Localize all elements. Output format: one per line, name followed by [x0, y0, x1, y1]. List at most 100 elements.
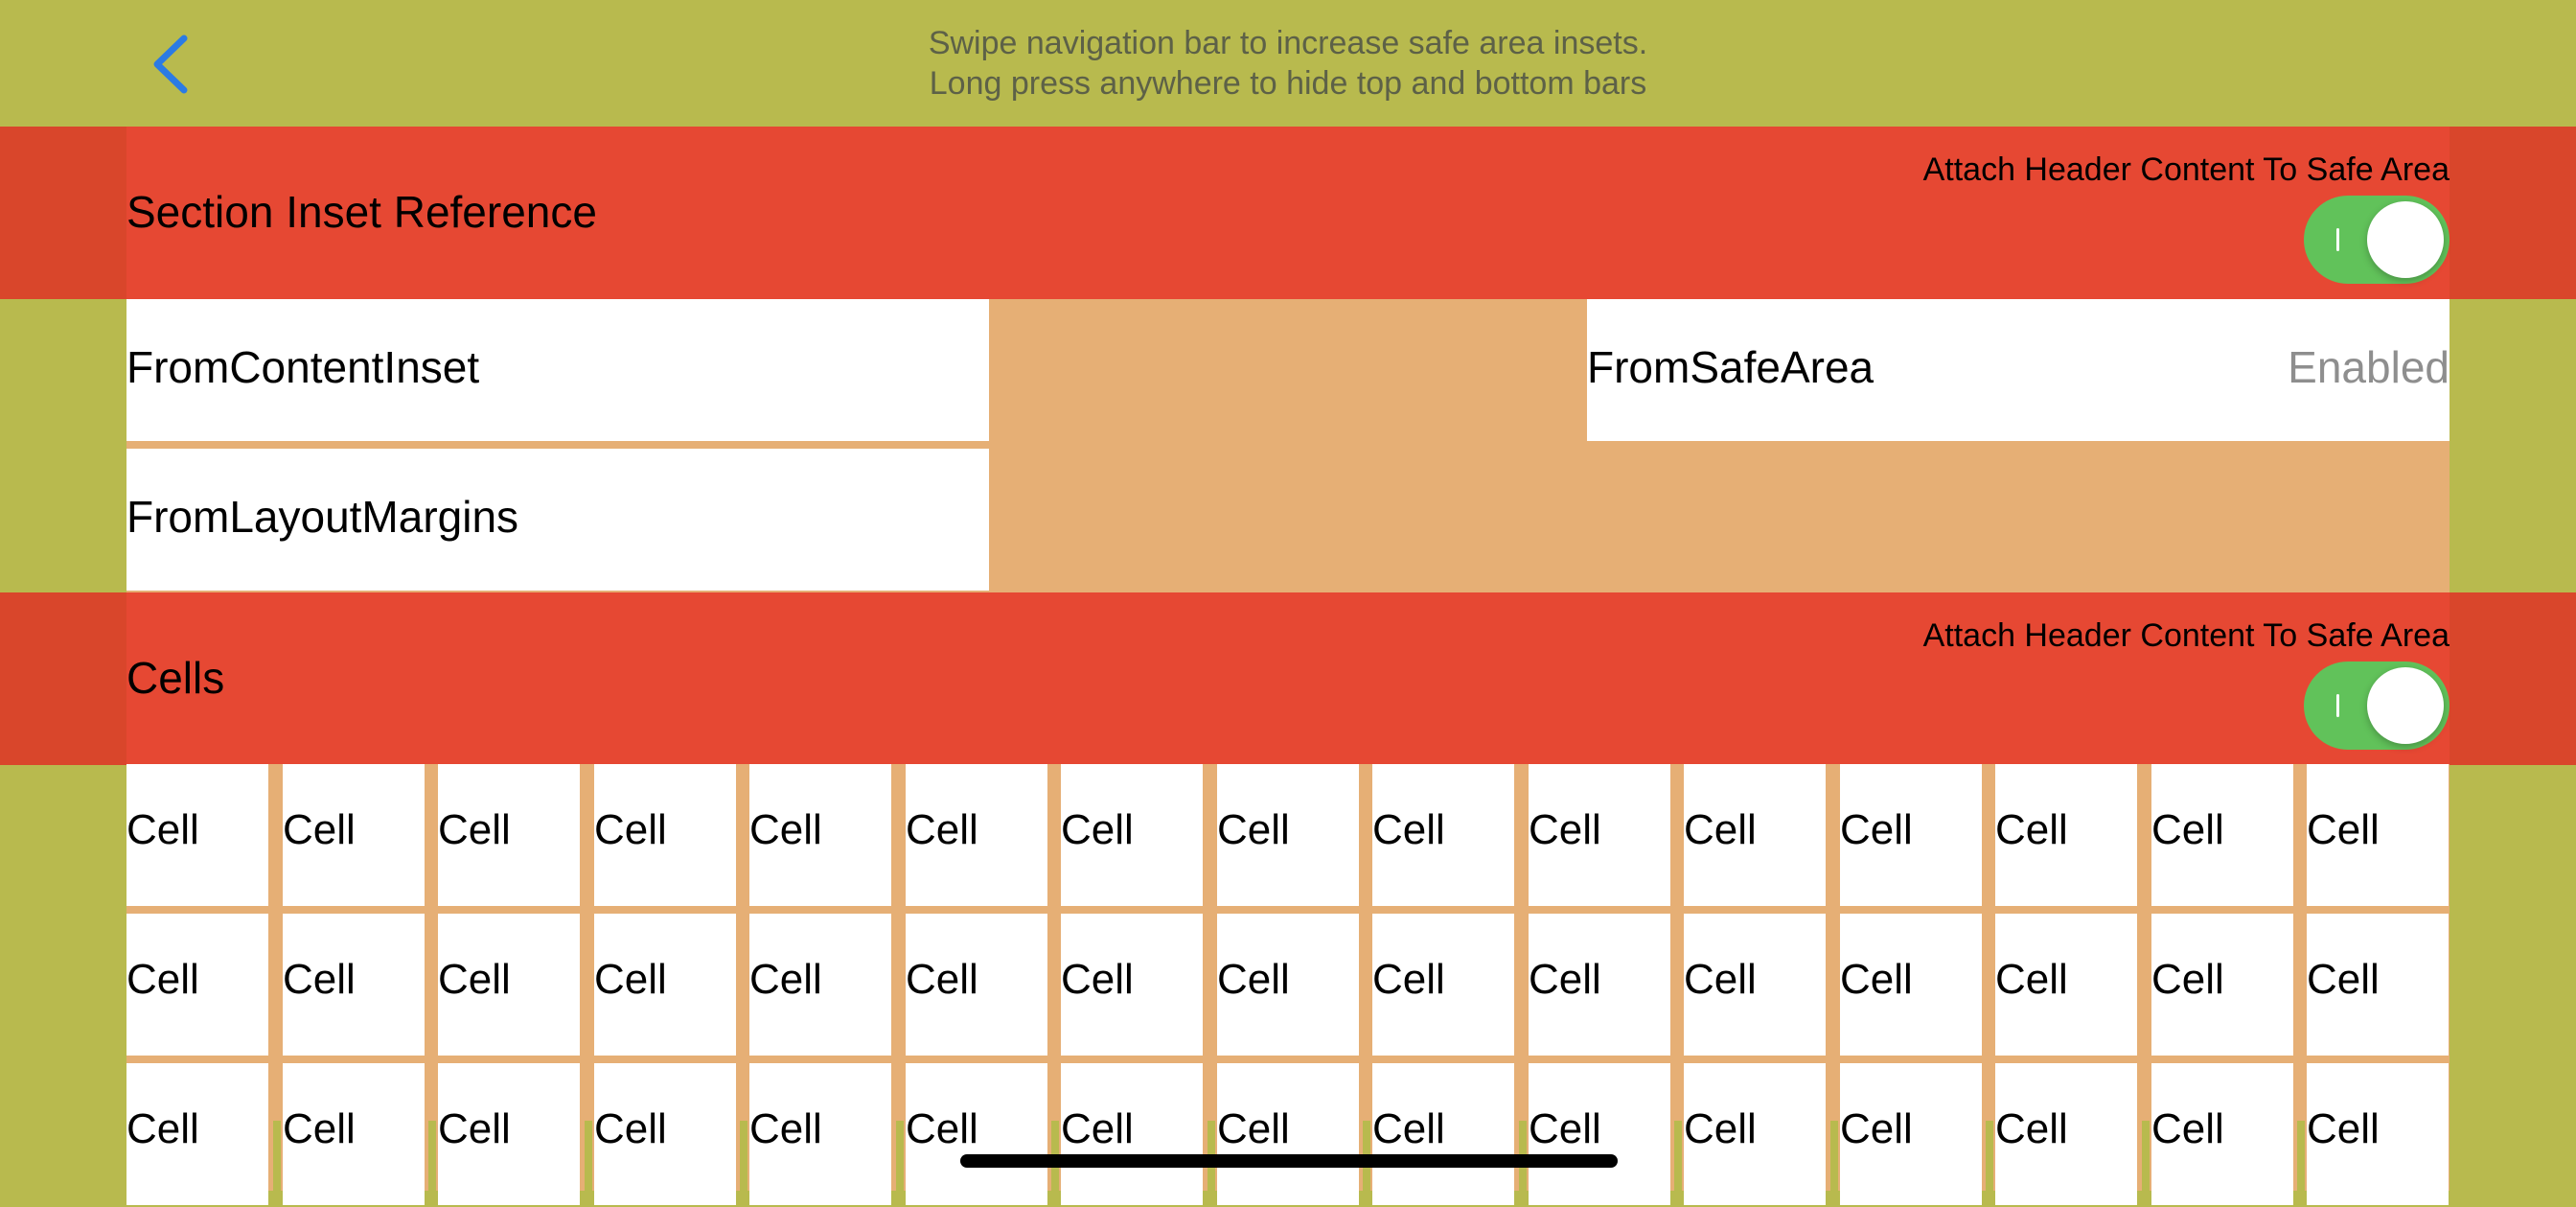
grid-cell[interactable]: Cell	[126, 914, 268, 1056]
grid-cell[interactable]: Cell	[749, 1063, 891, 1205]
grid-cell[interactable]: Cell	[1684, 764, 1826, 906]
cell-label: Cell	[749, 806, 822, 853]
cell-label: Cell	[1684, 956, 1757, 1003]
section-header-inset-reference: Section Inset Reference Attach Header Co…	[0, 127, 2576, 299]
cell-label: Cell	[1372, 956, 1445, 1003]
grid-cell[interactable]: Cell	[1840, 764, 1982, 906]
cell-label: Cell	[1840, 1105, 1913, 1152]
cell-label: Cell	[126, 806, 199, 853]
grid-cell[interactable]: Cell	[1217, 764, 1359, 906]
grid-cell[interactable]: Cell	[1529, 1063, 1670, 1205]
grid-cell[interactable]: Cell	[2151, 914, 2293, 1056]
cell-label: Cell	[1840, 806, 1913, 853]
grid-cell[interactable]: Cell	[1061, 914, 1203, 1056]
grid-cell[interactable]: Cell	[2151, 1063, 2293, 1205]
cell-gap	[1830, 1121, 1838, 1207]
grid-cell[interactable]: Cell	[1217, 914, 1359, 1056]
grid-cell[interactable]: Cell	[1995, 764, 2137, 906]
cell-label: Cell	[438, 1105, 511, 1152]
cell-label: Cell	[906, 956, 978, 1003]
safe-area-inset-left	[0, 592, 126, 765]
navigation-bar[interactable]: Swipe navigation bar to increase safe ar…	[0, 0, 2576, 127]
cell-label: Cell	[438, 956, 511, 1003]
cell-label: Cell	[906, 1105, 978, 1152]
grid-cell[interactable]: Cell	[1372, 764, 1514, 906]
grid-cell[interactable]: Cell	[1840, 1063, 1982, 1205]
safe-area-inset-left	[0, 127, 126, 299]
option-from-layout-margins[interactable]: FromLayoutMargins	[126, 449, 989, 591]
option-label: FromLayoutMargins	[126, 492, 519, 542]
grid-cell[interactable]: Cell	[1372, 1063, 1514, 1205]
grid-cell[interactable]: Cell	[594, 1063, 736, 1205]
cell-label: Cell	[1995, 956, 2068, 1003]
grid-cell[interactable]: Cell	[2151, 764, 2293, 906]
grid-cell[interactable]: Cell	[283, 1063, 425, 1205]
cell-label: Cell	[283, 1105, 356, 1152]
grid-cell[interactable]: Cell	[594, 914, 736, 1056]
nav-hint-line-1: Swipe navigation bar to increase safe ar…	[928, 25, 1648, 61]
cell-gap	[2297, 1121, 2305, 1207]
cell-label: Cell	[283, 806, 356, 853]
cell-label: Cell	[2151, 956, 2224, 1003]
cell-label: Cell	[2151, 1105, 2224, 1152]
attach-header-toggle[interactable]	[2304, 662, 2450, 750]
section-title: Cells	[126, 653, 225, 703]
option-value: Enabled	[2288, 342, 2450, 392]
cell-label: Cell	[2307, 956, 2380, 1003]
grid-cell[interactable]: Cell	[1529, 764, 1670, 906]
back-button[interactable]	[144, 29, 201, 101]
cell-label: Cell	[1529, 956, 1601, 1003]
grid-cell[interactable]: Cell	[1684, 914, 1826, 1056]
grid-cell[interactable]: Cell	[126, 764, 268, 906]
section-title: Section Inset Reference	[126, 187, 597, 237]
option-from-content-inset[interactable]: FromContentInset	[126, 299, 989, 441]
cell-label: Cell	[1840, 956, 1913, 1003]
grid-cell[interactable]: Cell	[1372, 914, 1514, 1056]
grid-cell[interactable]: Cell	[283, 914, 425, 1056]
grid-cell[interactable]: Cell	[749, 914, 891, 1056]
nav-hint-line-2: Long press anywhere to hide top and bott…	[929, 65, 1647, 102]
grid-cell[interactable]: Cell	[283, 764, 425, 906]
cell-label: Cell	[749, 1105, 822, 1152]
cell-gap	[2142, 1121, 2150, 1207]
cell-label: Cell	[1217, 806, 1290, 853]
grid-cell[interactable]: Cell	[1995, 1063, 2137, 1205]
grid-cell[interactable]: Cell	[749, 764, 891, 906]
toggle-on-indicator	[2336, 694, 2339, 717]
grid-cell[interactable]: Cell	[1217, 1063, 1359, 1205]
grid-cell[interactable]: Cell	[438, 1063, 580, 1205]
grid-cell[interactable]: Cell	[1061, 1063, 1203, 1205]
grid-cell[interactable]: Cell	[1061, 764, 1203, 906]
home-indicator[interactable]	[960, 1154, 1618, 1168]
cell-label: Cell	[1995, 806, 2068, 853]
grid-cell[interactable]: Cell	[1684, 1063, 1826, 1205]
grid-cell[interactable]: Cell	[2307, 1063, 2449, 1205]
grid-cell[interactable]: Cell	[906, 764, 1047, 906]
grid-cell[interactable]: Cell	[1529, 914, 1670, 1056]
attach-header-label: Attach Header Content To Safe Area	[1922, 151, 2450, 188]
grid-cell[interactable]: Cell	[594, 764, 736, 906]
safe-area-inset-right	[2450, 592, 2576, 765]
cell-label: Cell	[1217, 1105, 1290, 1152]
option-label: FromContentInset	[126, 342, 480, 392]
grid-cell[interactable]: Cell	[438, 914, 580, 1056]
grid-cell[interactable]: Cell	[2307, 914, 2449, 1056]
grid-cell[interactable]: Cell	[1840, 914, 1982, 1056]
section-header-cells: Cells Attach Header Content To Safe Area	[0, 592, 2576, 765]
cell-gap	[1674, 1121, 1682, 1207]
grid-cell[interactable]: Cell	[906, 914, 1047, 1056]
attach-header-toggle[interactable]	[2304, 196, 2450, 284]
cell-gap	[896, 1121, 904, 1207]
grid-cell[interactable]: Cell	[438, 764, 580, 906]
cell-label: Cell	[2307, 1105, 2380, 1152]
cell-gap	[1986, 1121, 1993, 1207]
grid-cell[interactable]: Cell	[126, 1063, 268, 1205]
cell-label: Cell	[126, 1105, 199, 1152]
grid-cell[interactable]: Cell	[906, 1063, 1047, 1205]
grid-cell[interactable]: Cell	[2307, 764, 2449, 906]
cell-label: Cell	[1684, 806, 1757, 853]
cell-label: Cell	[594, 956, 667, 1003]
cell-label: Cell	[1995, 1105, 2068, 1152]
option-from-safe-area[interactable]: FromSafeArea Enabled	[1587, 299, 2450, 441]
grid-cell[interactable]: Cell	[1995, 914, 2137, 1056]
